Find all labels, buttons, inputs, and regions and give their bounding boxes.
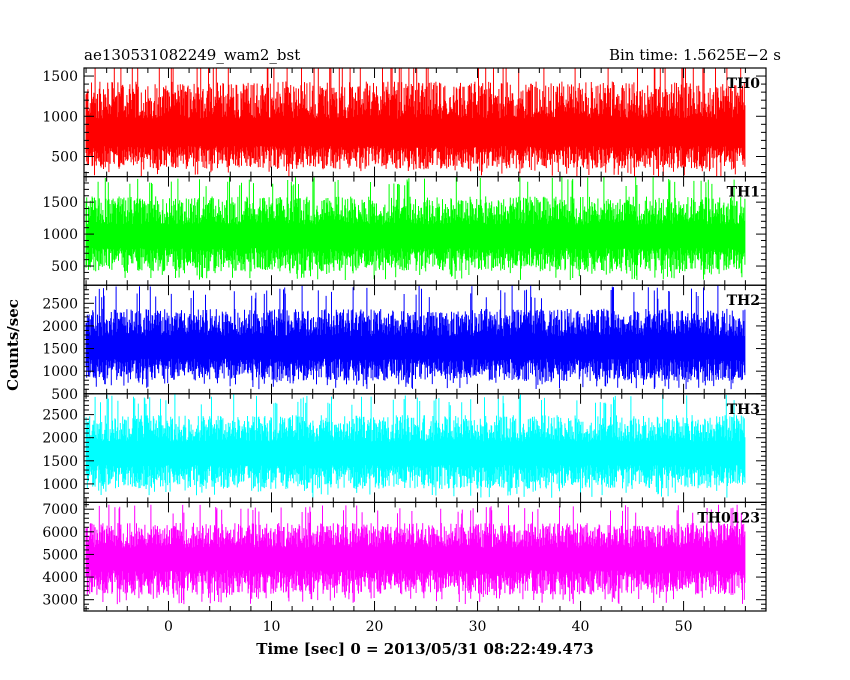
panel-th0123: 3000 4000 5000 6000 7000 TH0123 (42, 501, 767, 612)
y-tick-label: 7000 (42, 502, 78, 518)
series-th0123 (85, 504, 746, 605)
y-tick-label: 500 (51, 149, 78, 165)
panel-th1: 500 1000 1500 TH1 (42, 176, 767, 286)
x-axis: 0 10 20 30 40 50 (164, 619, 692, 635)
y-axis-title: Counts/sec (4, 299, 22, 391)
series-th1 (85, 176, 746, 280)
chart-title-right: Bin time: 1.5625E−2 s (609, 46, 781, 64)
panel-th3: 1000 1500 2000 2500 TH3 (42, 393, 767, 503)
y-tick-label: 1500 (42, 454, 78, 470)
y-tick-label: 4000 (42, 570, 78, 586)
y-tick-label: 2500 (42, 296, 78, 312)
x-tick-label: 10 (263, 619, 281, 635)
y-tick-label: 3000 (42, 593, 78, 609)
y-tick-label: 1500 (42, 195, 78, 211)
y-tick-label: 2500 (42, 408, 78, 424)
panel-name-label: TH3 (727, 402, 760, 418)
x-tick-label: 40 (572, 619, 590, 635)
panel-name-label: TH0 (727, 76, 761, 92)
panel-name-label: TH2 (727, 293, 760, 309)
y-tick-label: 500 (51, 259, 78, 275)
y-tick-label: 5000 (42, 547, 78, 563)
x-tick-label: 0 (164, 619, 173, 635)
y-tick-label: 1500 (42, 342, 78, 358)
panel-th2: 500 1000 1500 2000 2500 TH2 (42, 284, 767, 403)
y-tick-label: 1000 (42, 477, 78, 493)
x-axis-title: Time [sec] 0 = 2013/05/31 08:22:49.473 (256, 640, 593, 658)
panel-th0: 500 1000 1500 TH0 (42, 67, 767, 178)
panels-group: 500 1000 1500 TH0 500 1000 1500 TH1 500 1000 1500 2… (42, 67, 767, 612)
panel-name-label: TH1 (727, 185, 760, 201)
x-tick-label: 30 (469, 619, 487, 635)
series-th2 (85, 285, 746, 390)
x-tick-label: 20 (366, 619, 384, 635)
y-tick-label: 1000 (42, 364, 78, 380)
series-th3 (85, 394, 746, 498)
x-tick-label: 50 (675, 619, 693, 635)
series-th0 (85, 68, 746, 177)
panel-frame (83, 501, 767, 612)
y-tick-label: 1500 (42, 69, 78, 85)
panel-name-label: TH0123 (697, 510, 760, 526)
y-tick-label: 2000 (42, 431, 78, 447)
y-tick-label: 500 (51, 387, 78, 403)
y-tick-label: 1000 (42, 109, 78, 125)
y-tick-label: 2000 (42, 319, 78, 335)
y-tick-label: 6000 (42, 525, 78, 541)
chart-title-left: ae130531082249_wam2_bst (84, 46, 300, 64)
y-tick-label: 1000 (42, 227, 78, 243)
